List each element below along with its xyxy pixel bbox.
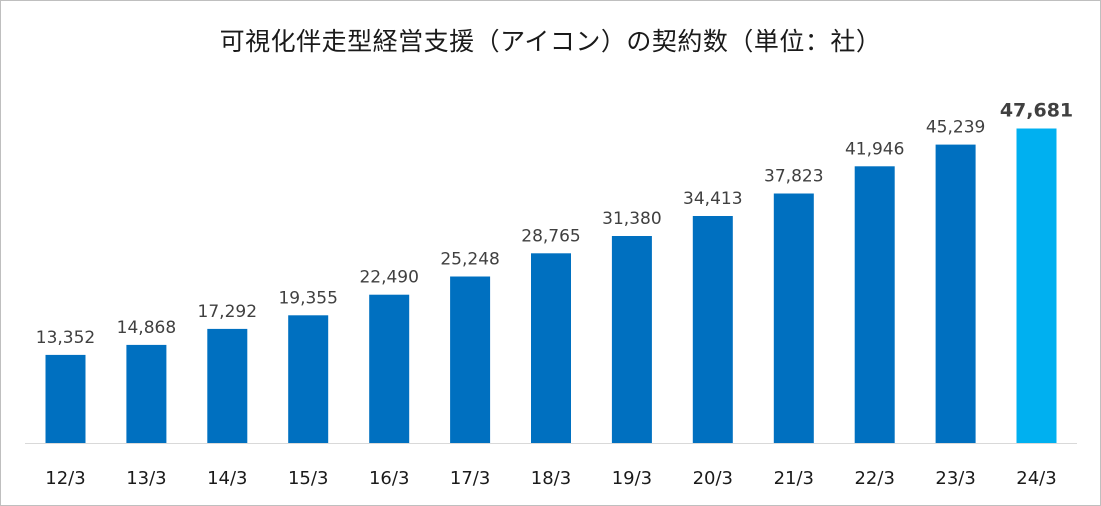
- bar-17-3: [450, 276, 491, 443]
- x-tick-label: 14/3: [207, 468, 247, 489]
- x-tick-label: 22/3: [854, 468, 894, 489]
- bar-19-3: [611, 236, 652, 443]
- value-label: 41,946: [845, 139, 904, 159]
- value-label: 45,239: [926, 118, 985, 138]
- value-label: 19,355: [278, 288, 337, 308]
- x-tick-label: 23/3: [935, 468, 975, 489]
- x-tick-label: 16/3: [369, 468, 409, 489]
- value-label: 22,490: [359, 268, 418, 288]
- x-tick-label: 19/3: [612, 468, 652, 489]
- bar-21-3: [773, 193, 814, 443]
- value-label: 47,681: [1000, 100, 1073, 122]
- value-label: 34,413: [683, 189, 742, 209]
- bar-15-3: [288, 315, 329, 443]
- x-tick-label: 24/3: [1016, 468, 1056, 489]
- bar-14-3: [207, 328, 248, 443]
- value-label: 31,380: [602, 209, 661, 229]
- bar-12-3: [45, 354, 86, 443]
- bar-23-3: [935, 144, 976, 443]
- bar-20-3: [692, 216, 733, 443]
- bar-24-3: [1016, 128, 1057, 443]
- value-label: 37,823: [764, 167, 823, 187]
- x-tick-label: 17/3: [450, 468, 490, 489]
- x-tick-label: 15/3: [288, 468, 328, 489]
- chart-title: 可視化伴走型経営支援（アイコン）の契約数（単位：社）: [219, 27, 882, 56]
- x-tick-label: 12/3: [45, 468, 85, 489]
- x-tick-label: 21/3: [774, 468, 814, 489]
- x-tick-label: 18/3: [531, 468, 571, 489]
- bar-18-3: [531, 253, 571, 443]
- bar-16-3: [369, 294, 410, 443]
- bar-13-3: [126, 344, 167, 443]
- value-label: 28,765: [521, 226, 580, 246]
- value-label: 17,292: [198, 302, 257, 322]
- value-label: 14,868: [117, 318, 176, 338]
- x-tick-label: 20/3: [693, 468, 733, 489]
- x-tick-label: 13/3: [126, 468, 166, 489]
- value-label: 13,352: [36, 328, 95, 348]
- bar-22-3: [854, 166, 895, 444]
- value-label: 25,248: [440, 250, 499, 270]
